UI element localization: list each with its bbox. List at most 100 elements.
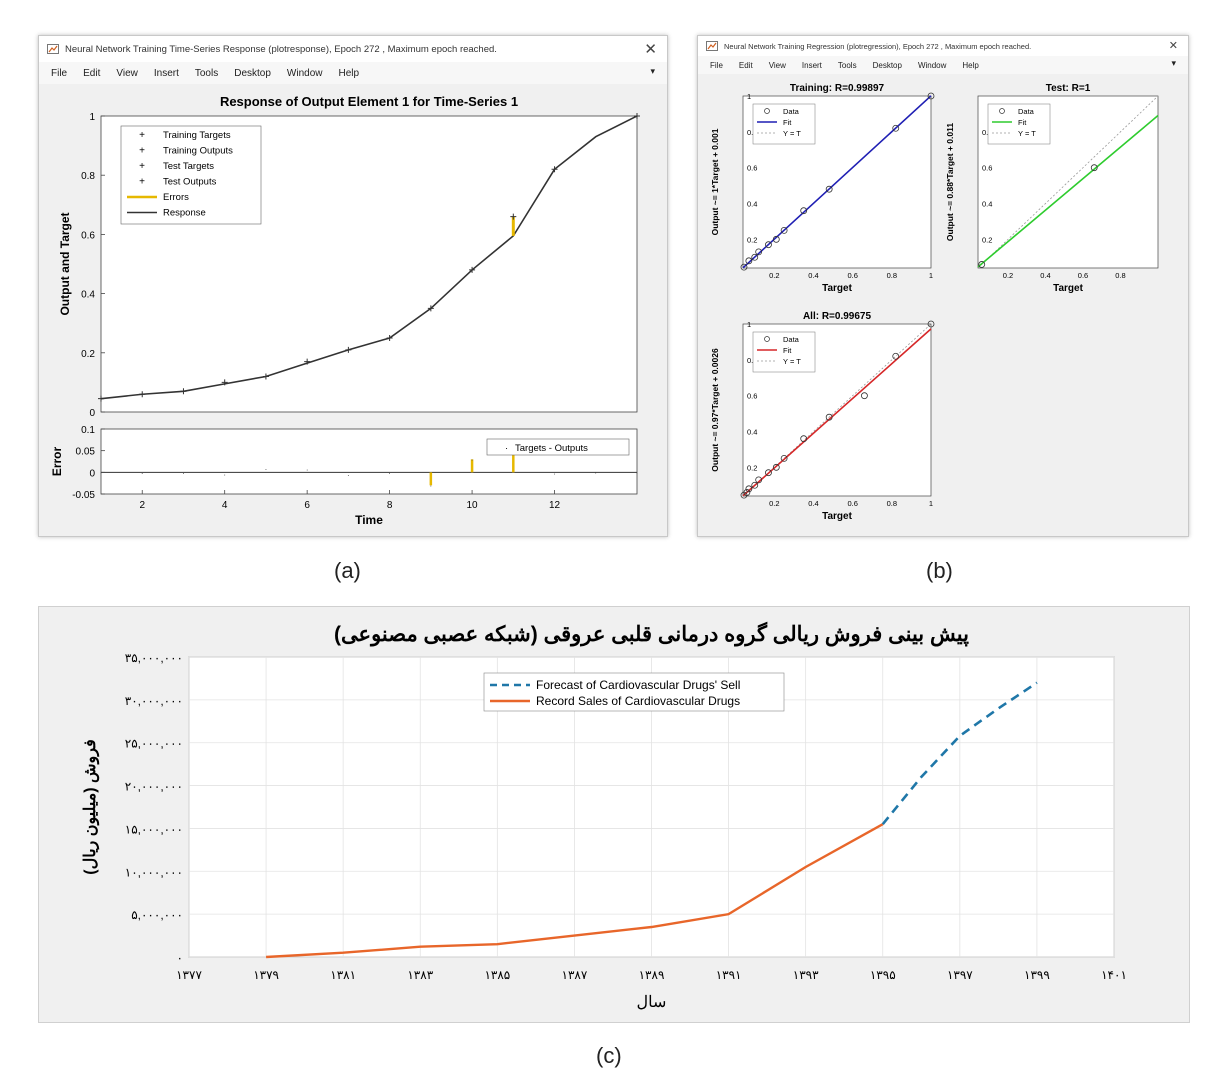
error-x-tick-label: 2 [139, 500, 145, 511]
caption-a: (a) [334, 558, 361, 583]
training-data-point [927, 92, 935, 100]
all-data-point [743, 489, 751, 496]
x-tick-label: ۱۳۸۵ [484, 968, 510, 982]
legend-entry: Training Outputs [163, 146, 233, 157]
error-x-tick-label: 8 [387, 500, 393, 511]
error-x-tick-label: 12 [549, 500, 561, 511]
legend-entry: Fit [1018, 118, 1027, 127]
y-tick-label: 0.4 [747, 200, 757, 209]
error-x-tick-label: 4 [222, 500, 228, 511]
legend-entry: Response [163, 208, 206, 219]
training-data-point [740, 263, 748, 271]
menu-desktop[interactable]: Desktop [872, 60, 902, 70]
test-fit-line [977, 114, 1159, 268]
x-tick-label: ۱۳۹۹ [1024, 968, 1050, 982]
menu-help[interactable]: Help [338, 67, 360, 79]
x-tick-label: ۱۳۷۹ [253, 968, 279, 982]
training-target-marker [262, 373, 269, 380]
training-data-point [825, 185, 833, 193]
y-tick-label: 0.2 [982, 235, 992, 244]
test-identity-line [977, 95, 1159, 269]
test-target-marker [510, 213, 517, 220]
forecast-title: پیش بینی فروش ریالی گروه درمانی قلبی عرو… [334, 621, 969, 647]
legend-entry: Fit [783, 346, 792, 355]
y-tick-label: 0.4 [747, 428, 757, 437]
training-target-marker [304, 358, 311, 365]
all-data-point [751, 481, 759, 489]
menu-edit[interactable]: Edit [738, 60, 753, 70]
error-point: · [594, 468, 597, 477]
menu-desktop[interactable]: Desktop [234, 67, 271, 79]
training-target-marker [634, 113, 640, 119]
error-xlabel: Time [355, 513, 383, 527]
error-point: · [182, 469, 185, 478]
y-tick-label: 0.4 [81, 290, 95, 301]
menu-help[interactable]: Help [962, 60, 979, 70]
response-window: Neural Network Training Time-Series Resp… [38, 35, 668, 537]
close-icon[interactable]: ✕ [1168, 40, 1178, 52]
menu-view[interactable]: View [116, 67, 138, 79]
menu-tools[interactable]: Tools [194, 67, 219, 79]
legend-entry: Test Targets [163, 161, 214, 172]
response-svg: Response of Output Element 1 for Time-Se… [50, 94, 640, 527]
y-tick-label: 0.4 [982, 200, 992, 209]
menu-insert[interactable]: Insert [153, 67, 179, 79]
regression-window: Neural Network Training Regression (plot… [697, 35, 1189, 537]
menu-window[interactable]: Window [917, 60, 947, 70]
all-data-point [755, 476, 763, 484]
training-data-point [765, 241, 772, 249]
error-point: · [636, 468, 639, 477]
legend-entry: Y = T [783, 129, 801, 138]
menu-insert[interactable]: Insert [801, 60, 822, 70]
x-tick-label: 0.6 [847, 499, 857, 508]
menu-overflow-icon[interactable]: ▾ [1171, 58, 1176, 68]
matlab-figure-icon [706, 41, 718, 51]
x-tick-label: ۱۳۹۳ [793, 968, 819, 982]
close-icon[interactable]: ✕ [644, 41, 657, 58]
legend-entry: Data [1018, 107, 1035, 116]
x-tick-label: 0.2 [1003, 271, 1013, 280]
caption-b: (b) [926, 558, 953, 583]
matlab-figure-icon [47, 44, 59, 54]
training-data-point [772, 235, 780, 243]
x-tick-label: 1 [929, 271, 933, 280]
error-point: · [223, 471, 226, 480]
y-tick-label: ۱۵,۰۰۰,۰۰۰ [125, 822, 183, 836]
menu-view[interactable]: View [768, 60, 786, 70]
x-tick-label: 0.6 [847, 271, 857, 280]
error-point: · [388, 469, 391, 478]
y-tick-label: ۰ [177, 951, 183, 965]
menu-file[interactable]: File [710, 60, 723, 70]
error-x-tick-label: 6 [304, 500, 310, 511]
y-tick-label: ۵,۰۰۰,۰۰۰ [131, 908, 183, 922]
legend-entry: Y = T [1018, 129, 1036, 138]
y-tick-label: 1 [89, 112, 95, 123]
forecast-chart-box: پیش بینی فروش ریالی گروه درمانی قلبی عرو… [38, 606, 1190, 1023]
legend-data-swatch [764, 108, 770, 114]
x-tick-label: 0.6 [1078, 271, 1088, 280]
y-tick-label: 0.8 [81, 171, 95, 182]
menu-window[interactable]: Window [286, 67, 323, 79]
menu-overflow-icon[interactable]: ▾ [650, 66, 655, 76]
legend-data-swatch [999, 108, 1005, 114]
legend-entry: Test Outputs [163, 177, 217, 188]
y-tick-label: ۲۵,۰۰۰,۰۰۰ [125, 737, 183, 751]
error-y-tick-label: 0.05 [76, 447, 96, 458]
error-point: · [265, 465, 268, 474]
training-target-marker [221, 379, 228, 386]
all-identity-line [742, 323, 932, 497]
error-y-tick-label: -0.05 [72, 490, 95, 501]
legend-entry: Fit [783, 118, 792, 127]
menu-file[interactable]: File [51, 67, 68, 79]
y-tick-label: 0.6 [982, 164, 992, 173]
all-fit-line [742, 328, 932, 497]
error-point: · [347, 471, 350, 480]
legend-marker-swatch: + [139, 146, 145, 157]
test-ylabel: Output ~= 0.88*Target + 0.011 [945, 123, 955, 241]
menu-edit[interactable]: Edit [83, 67, 101, 79]
menu-tools[interactable]: Tools [837, 60, 857, 70]
test-title: Test: R=1 [1046, 83, 1091, 94]
error-point: · [471, 455, 474, 464]
record-sales-line [266, 823, 884, 959]
x-tick-label: ۱۳۹۱ [716, 968, 742, 982]
